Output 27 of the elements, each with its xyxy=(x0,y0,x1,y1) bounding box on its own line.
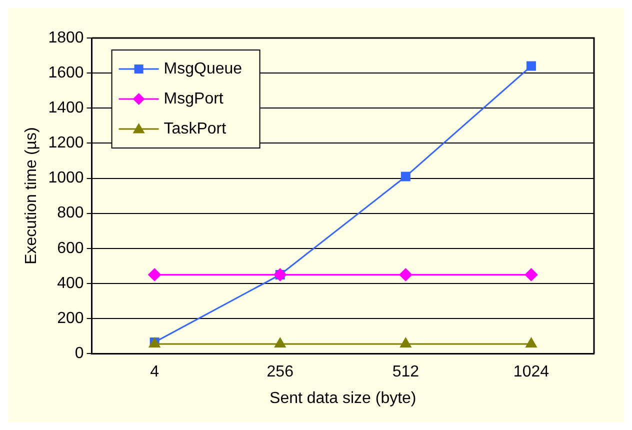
y-tick-label: 1600 xyxy=(48,64,84,82)
point xyxy=(399,268,412,282)
y-tick-label: 400 xyxy=(57,274,84,292)
point xyxy=(526,61,536,71)
point xyxy=(274,337,286,348)
y-tick-label: 800 xyxy=(57,204,84,222)
y-axis-title: Execution time (µs) xyxy=(23,127,40,264)
x-tick-label: 256 xyxy=(266,364,294,381)
y-tick-label: 0 xyxy=(74,345,84,362)
x-tick-label: 512 xyxy=(392,364,420,381)
x-tick-label: 4 xyxy=(150,364,160,381)
y-tick-label: 200 xyxy=(57,310,84,327)
x-tick-label: 1024 xyxy=(513,364,550,381)
y-tick-label: 600 xyxy=(57,240,84,257)
legend-label: MsgQueue xyxy=(164,60,242,78)
legend-label: MsgPort xyxy=(164,90,224,108)
point xyxy=(400,337,412,348)
point xyxy=(526,337,537,348)
y-tick-label: 1200 xyxy=(48,134,84,152)
y-tick-label: 1000 xyxy=(48,170,84,187)
point xyxy=(524,268,538,282)
legend-label: TaskPort xyxy=(164,120,227,138)
point xyxy=(400,172,410,182)
x-axis-title: Sent data size (byte) xyxy=(270,390,416,407)
point xyxy=(148,268,162,282)
y-tick-label: 1400 xyxy=(48,100,84,117)
y-tick-label: 1800 xyxy=(48,29,84,46)
